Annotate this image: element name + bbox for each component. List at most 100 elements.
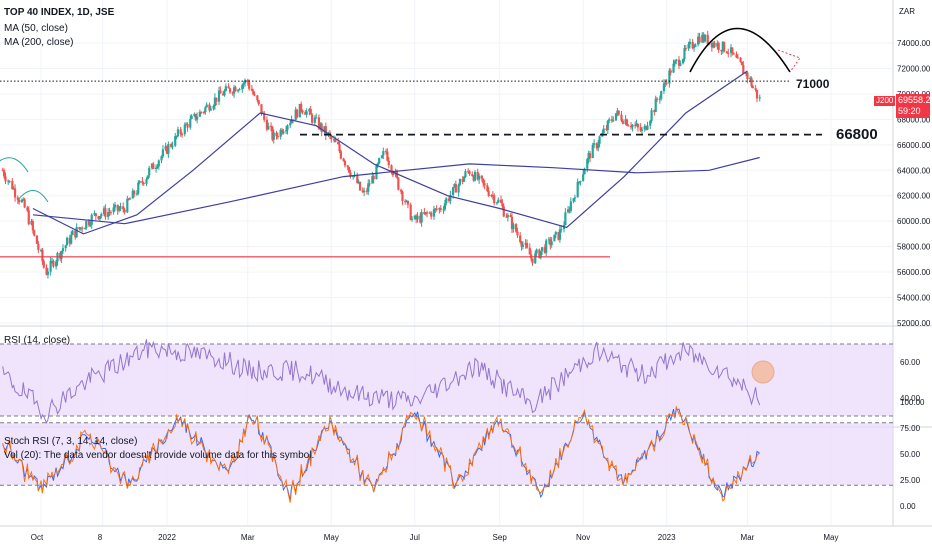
candle-body (703, 34, 707, 42)
candle-body (669, 70, 672, 73)
candle-body (531, 258, 534, 264)
candle-body (324, 126, 327, 136)
candle-body (672, 63, 675, 73)
candle-body (735, 54, 738, 58)
rounded-top-arc (689, 27, 791, 73)
candle-body (665, 82, 668, 84)
candle-body (430, 212, 433, 217)
candle-body (454, 184, 457, 193)
candle-body (46, 271, 50, 275)
candle-body (516, 231, 519, 236)
candle-body (174, 136, 177, 146)
candle-body (215, 97, 218, 102)
candle-body (382, 151, 385, 156)
candle-body (720, 49, 723, 52)
candle-body (605, 128, 608, 130)
arc-drawing (17, 190, 49, 203)
candle-body (78, 227, 81, 230)
candle-body (435, 208, 438, 210)
candle-body (202, 111, 206, 113)
stoch-tick-label: 50.00 (900, 450, 921, 459)
rsi-highlight-circle (751, 360, 775, 384)
candle-body (243, 80, 247, 84)
candle-body (655, 98, 659, 100)
candle-body (55, 261, 58, 267)
candle-body (265, 119, 269, 130)
candle-body (386, 151, 389, 161)
candle-body (750, 77, 753, 87)
candle-body (141, 180, 144, 183)
candle-body (42, 261, 45, 268)
candle-body (439, 208, 442, 210)
level-66800-label: 66800 (836, 126, 878, 143)
symbol-legend[interactable]: TOP 40 INDEX, 1D, JSE (4, 7, 115, 18)
candle-body (267, 125, 270, 130)
candle-body (445, 198, 448, 204)
candle-body (602, 128, 605, 133)
candle-body (26, 207, 29, 211)
candle-body (224, 86, 227, 91)
candle-body (27, 210, 30, 225)
candle-body (289, 123, 292, 126)
ma50-legend[interactable]: MA (50, close) (4, 23, 68, 34)
rsi-legend[interactable]: RSI (14, close) (4, 335, 71, 346)
candle-body (643, 126, 646, 130)
candle-body (135, 193, 138, 195)
candle-body (23, 199, 26, 208)
candle-body (698, 36, 701, 43)
rsi-line (2, 339, 761, 425)
candle-body (74, 230, 77, 238)
stoch-legend[interactable]: Stoch RSI (7, 3, 14, 14, close) (4, 436, 138, 447)
candle-body (543, 247, 546, 253)
candle-body (313, 117, 316, 123)
candle-body (729, 47, 733, 53)
candle-body (222, 93, 225, 96)
candle-body (416, 215, 419, 220)
candle-body (424, 212, 427, 215)
candle-body (653, 110, 656, 113)
candle-body (49, 260, 52, 272)
candle-body (587, 153, 590, 160)
candle-body (706, 34, 709, 45)
candle-body (721, 41, 724, 52)
candle-body (606, 120, 609, 130)
candle-body (45, 267, 48, 275)
candle-body (716, 43, 719, 47)
candle-body (290, 119, 293, 124)
candle-body (119, 206, 122, 209)
candle-body (358, 181, 362, 191)
candle-body (558, 229, 561, 240)
candle-body (33, 230, 36, 236)
ma200-legend[interactable]: MA (200, close) (4, 37, 74, 48)
candle-body (702, 34, 705, 42)
rsi-tick-label: 40.00 (900, 394, 921, 403)
candle-body (509, 215, 512, 217)
vol-legend[interactable]: Vol (20): The data vendor doesn't provid… (4, 450, 315, 461)
candle-body (467, 171, 470, 173)
candle-body (502, 206, 505, 217)
candle-body (664, 82, 667, 84)
candle-body (171, 145, 174, 147)
candle-body (367, 183, 370, 192)
candle-body (146, 175, 149, 180)
candle-body (339, 151, 342, 159)
candle-body (18, 199, 21, 203)
candle-body (208, 104, 211, 111)
candle-body (591, 144, 594, 159)
candle-body (697, 36, 700, 45)
last-price: 69558.24 (898, 95, 932, 105)
candle-body (391, 171, 394, 176)
candle-body (576, 181, 579, 198)
time-tick-label: Mar (741, 533, 755, 542)
candle-body (198, 111, 201, 117)
candle-body (739, 57, 742, 62)
candle-body (1, 170, 4, 172)
candle-body (480, 175, 483, 179)
candle-body (165, 146, 169, 154)
time-tick-label: Jul (410, 533, 420, 542)
candle-body (639, 127, 642, 131)
candle-body (304, 112, 307, 115)
candle-body (751, 86, 755, 89)
